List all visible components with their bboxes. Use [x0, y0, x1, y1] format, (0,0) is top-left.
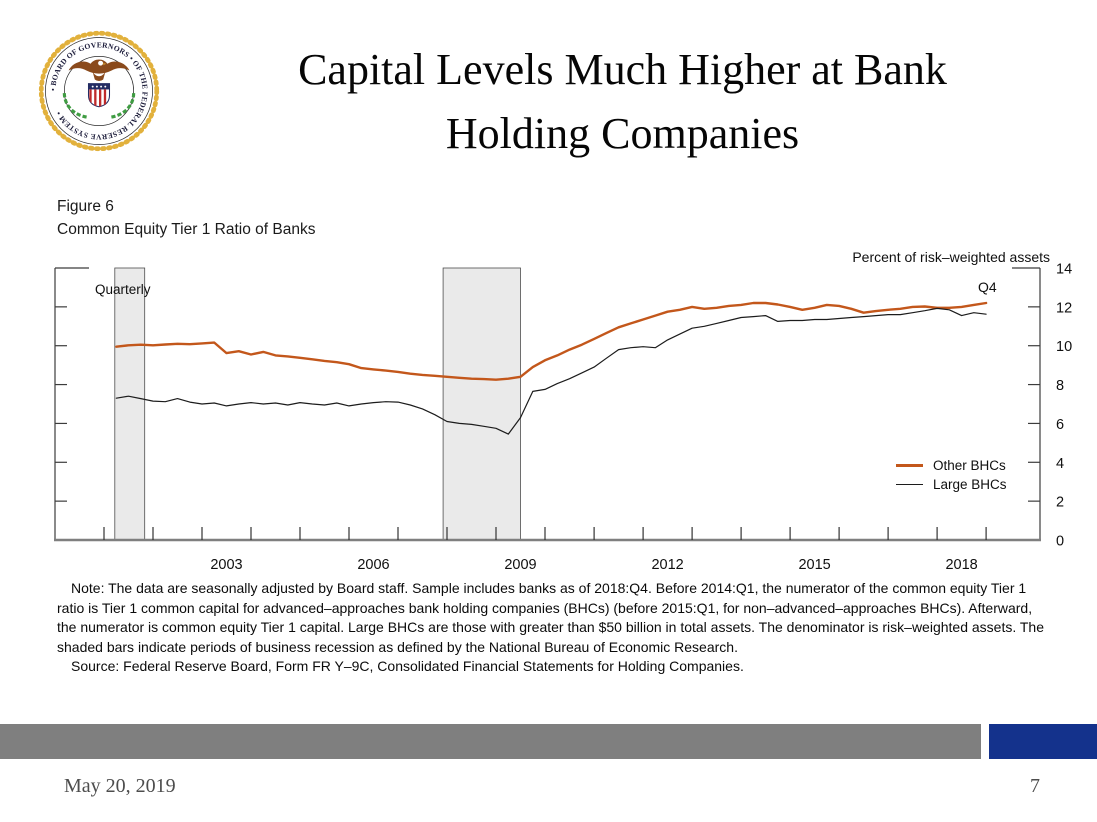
- y-tick-label: 10: [1056, 339, 1072, 355]
- frequency-label: Quarterly: [95, 282, 151, 297]
- x-tick-label: 2012: [651, 557, 683, 573]
- figure-notes: Note: The data are seasonally adjusted b…: [57, 579, 1052, 677]
- other-bhcs-line-swatch: [896, 464, 923, 467]
- y-axis-title: Percent of risk–weighted assets: [852, 249, 1050, 265]
- series-other-bhcs: [115, 301, 988, 381]
- legend-label-other-bhcs: Other BHCs: [933, 458, 1006, 473]
- seal-laurel-left: [62, 92, 88, 119]
- figure-subtitle: Common Equity Tier 1 Ratio of Banks: [57, 221, 316, 238]
- footer-date: May 20, 2019: [64, 775, 176, 797]
- recession-band: [114, 267, 146, 541]
- x-tick-label: 2009: [504, 557, 536, 573]
- figure-note: Note: The data are seasonally adjusted b…: [57, 580, 1044, 655]
- y-tick-label: 12: [1056, 300, 1072, 316]
- y-tick-label: 14: [1056, 262, 1072, 278]
- seal-eagle-icon: [68, 59, 130, 82]
- series-large-bhcs: [115, 307, 987, 435]
- x-tick-label: 2006: [357, 557, 389, 573]
- figure-label: Figure 6: [57, 198, 114, 215]
- slide-title-line2: Holding Companies: [445, 109, 800, 158]
- line-chart: 0 2 4 6 8 10 12 14 2003 2006 2009 2012 2015 2018: [54, 262, 1072, 573]
- footer-accent-block: [989, 724, 1097, 759]
- seal-star-ring: [38, 30, 160, 152]
- y-tick-label: 8: [1056, 378, 1064, 394]
- recession-band: [442, 267, 521, 541]
- large-bhcs-line-swatch: [896, 483, 923, 486]
- y-tick-label: 0: [1056, 534, 1064, 550]
- chart-legend: Other BHCs Large BHCs: [896, 456, 1007, 494]
- y-tick-label: 4: [1056, 456, 1064, 472]
- legend-item-large-bhcs: Large BHCs: [896, 475, 1007, 494]
- seal-shield-fill: [88, 83, 110, 107]
- x-tick-label: 2015: [798, 557, 830, 573]
- legend-label-large-bhcs: Large BHCs: [933, 477, 1007, 492]
- page-number: 7: [1030, 775, 1040, 797]
- slide-title-line1: Capital Levels Much Higher at Bank: [298, 45, 947, 94]
- x-tick-label: 2003: [210, 557, 242, 573]
- y-tick-label: 2: [1056, 495, 1064, 511]
- legend-item-other-bhcs: Other BHCs: [896, 456, 1007, 475]
- slide-title: Capital Levels Much Higher at Bank Holdi…: [165, 38, 1080, 166]
- footer-bar: [0, 724, 981, 759]
- federal-reserve-seal: • BOARD OF GOVERNORS • OF THE FEDERAL RE…: [38, 30, 160, 152]
- seal-laurel-right: [110, 92, 136, 119]
- latest-quarter-label: Q4: [978, 279, 997, 295]
- x-tick-label: 2018: [945, 557, 977, 573]
- figure-source: Source: Federal Reserve Board, Form FR Y…: [71, 658, 744, 675]
- y-tick-label: 6: [1056, 417, 1064, 433]
